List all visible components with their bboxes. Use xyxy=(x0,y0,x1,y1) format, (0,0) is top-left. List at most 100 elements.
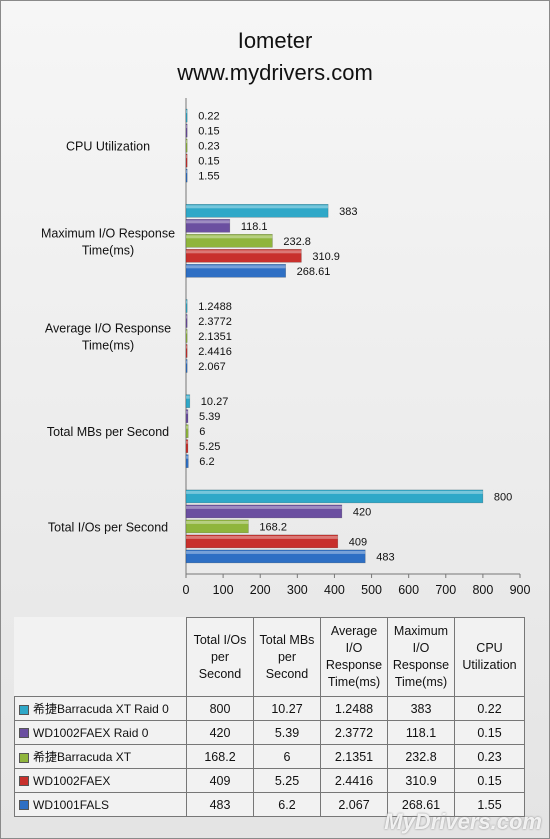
table-cell: 2.3772 xyxy=(320,720,388,745)
bar-highlight xyxy=(186,300,188,304)
bar xyxy=(185,263,286,278)
data-label: 483 xyxy=(376,551,394,563)
bar-highlight xyxy=(186,395,190,399)
bar xyxy=(185,549,366,564)
data-label: 232.8 xyxy=(283,236,311,248)
table-cell: 118.1 xyxy=(387,720,455,745)
bar-highlight xyxy=(186,535,338,539)
data-label: 310.9 xyxy=(312,251,340,263)
row-header: WD1001FALS xyxy=(14,792,187,817)
bar-highlight xyxy=(186,140,188,144)
bar-highlight xyxy=(186,315,188,319)
bar xyxy=(185,344,188,358)
table-cell: 0.15 xyxy=(454,768,525,793)
data-label: 6.2 xyxy=(199,456,214,468)
bar-highlight xyxy=(186,345,188,349)
row-header: WD1002FAEX Raid 0 xyxy=(14,720,187,745)
bar-chart: 0 100 200 300 400 500 600 700 800 900 Total I/Os p… xyxy=(41,98,530,597)
table-cell: 0.22 xyxy=(454,696,525,721)
bar-highlight xyxy=(186,505,342,509)
table-cell: 310.9 xyxy=(387,768,455,793)
bar-highlight xyxy=(186,425,189,429)
bar xyxy=(185,153,188,168)
bar-highlight xyxy=(186,205,329,209)
table-cell: 1.2488 xyxy=(320,696,388,721)
bar xyxy=(185,234,273,248)
bar xyxy=(185,489,484,504)
data-label: 0.15 xyxy=(198,126,219,138)
data-label: 0.15 xyxy=(198,156,219,168)
table-cell: 383 xyxy=(387,696,455,721)
bar xyxy=(185,454,189,469)
table-cell: 0.15 xyxy=(454,720,525,745)
table-header: Total MBs per Second xyxy=(253,617,321,697)
table-cell: 5.39 xyxy=(253,720,321,745)
row-header: WD1002FAEX xyxy=(14,768,187,793)
bar xyxy=(185,394,191,409)
x-tick-label: 200 xyxy=(250,583,271,597)
table-corner xyxy=(14,617,187,697)
table-header: Total I/Os per Second xyxy=(186,617,254,697)
table-header-row: Total I/Os per Second Total MBs per Seco… xyxy=(14,617,525,697)
data-label: 420 xyxy=(353,506,371,518)
x-tick-label: 400 xyxy=(324,583,345,597)
bar xyxy=(185,504,343,519)
table-header: CPU Utilization xyxy=(454,617,525,697)
table-cell: 232.8 xyxy=(387,744,455,769)
table-cell: 268.61 xyxy=(387,792,455,817)
table-header: Average I/O Response Time(ms) xyxy=(320,617,388,697)
category-label: Total MBs per Second xyxy=(47,425,169,439)
bar-highlight xyxy=(186,170,188,174)
data-label: 0.22 xyxy=(198,111,219,123)
bar-highlight xyxy=(186,155,188,159)
bar xyxy=(185,249,302,263)
series-name: 希捷Barracuda XT Raid 0 xyxy=(33,702,169,716)
data-label: 5.39 xyxy=(199,411,220,423)
x-tick-label: 800 xyxy=(472,583,493,597)
legend-swatch xyxy=(19,728,29,739)
bar-highlight xyxy=(186,220,230,224)
series-name: 希捷Barracuda XT xyxy=(33,750,132,764)
table-cell: 10.27 xyxy=(253,696,321,721)
bar-highlight xyxy=(186,550,366,554)
bar-highlight xyxy=(186,265,286,269)
x-tick-label: 500 xyxy=(361,583,382,597)
bar-highlight xyxy=(186,490,483,494)
table-cell: 420 xyxy=(186,720,254,745)
bar xyxy=(185,123,188,138)
category-label: Maximum I/O Response xyxy=(41,226,175,240)
bar xyxy=(185,138,188,153)
bar-highlight xyxy=(186,125,188,129)
watermark-logo: MyDrivers.com xyxy=(384,809,542,834)
table-row: 希捷Barracuda XT Raid 0 800 10.27 1.2488 3… xyxy=(14,696,525,721)
bar xyxy=(185,219,231,233)
category-label: CPU Utilization xyxy=(66,140,150,154)
table-cell: 800 xyxy=(186,696,254,721)
data-label: 2.1351 xyxy=(198,331,232,343)
bar-highlight xyxy=(186,410,189,414)
data-table: Total I/Os per Second Total MBs per Seco… xyxy=(14,617,525,817)
table-row: 希捷Barracuda XT 168.2 6 2.1351 232.8 0.23 xyxy=(14,744,525,769)
table-row: WD1001FALS 483 6.2 2.067 268.61 1.55 xyxy=(14,792,525,817)
x-tick-label: 300 xyxy=(287,583,308,597)
category-label: Time(ms) xyxy=(82,243,134,257)
row-header: 希捷Barracuda XT xyxy=(14,744,187,769)
bar xyxy=(185,299,188,313)
row-header: 希捷Barracuda XT Raid 0 xyxy=(14,696,187,721)
series-name: WD1001FALS xyxy=(33,797,110,812)
bar-highlight xyxy=(186,455,189,459)
data-label: 1.2488 xyxy=(198,301,232,313)
table-cell: 2.067 xyxy=(320,792,388,817)
table-cell: 168.2 xyxy=(186,744,254,769)
data-label: 1.55 xyxy=(198,171,219,183)
x-tick-label: 0 xyxy=(183,583,190,597)
bar-highlight xyxy=(186,330,188,334)
x-tick-label: 100 xyxy=(213,583,234,597)
data-label: 6 xyxy=(199,426,205,438)
bar-highlight xyxy=(186,235,273,239)
bar-highlight xyxy=(186,440,188,444)
data-label: 383 xyxy=(339,206,357,218)
bar xyxy=(185,359,188,373)
bar-highlight xyxy=(186,110,188,114)
bar xyxy=(185,168,188,183)
